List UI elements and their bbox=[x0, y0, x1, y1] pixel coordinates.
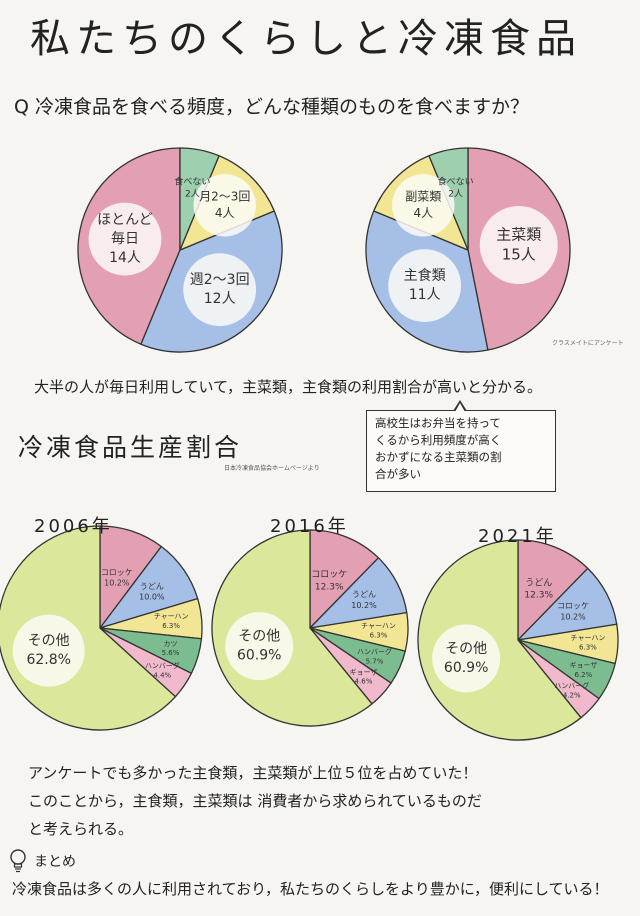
slice-label: 2人 bbox=[448, 189, 463, 200]
slice-label: 60.9% bbox=[444, 660, 488, 676]
slice-label: ハンバーグ bbox=[357, 647, 392, 656]
survey-question: Q 冷凍食品を食べる頻度，どんな種類のものを食べますか？ bbox=[14, 96, 529, 118]
slice-label: 食べない bbox=[174, 175, 210, 187]
slice-label: その他 bbox=[28, 633, 70, 649]
slice-label: 12.3% bbox=[524, 591, 553, 601]
slice-label: うどん bbox=[352, 590, 376, 599]
label-disc bbox=[88, 202, 162, 276]
slice-label: ほとんど bbox=[97, 212, 153, 228]
slice-label: ギョーザ bbox=[350, 668, 378, 676]
year-label-2006: 2006年 bbox=[34, 516, 113, 537]
label-disc bbox=[432, 624, 501, 693]
bubble-line: くるから利用頻度が高く bbox=[375, 433, 502, 447]
label-disc bbox=[225, 612, 294, 681]
slice-label: その他 bbox=[238, 629, 280, 645]
slice-label: うどん bbox=[525, 577, 552, 588]
speech-bubble: 高校生はお弁当を持って くるから利用頻度が高く おかずになる主菜類の割 合が多い bbox=[366, 400, 556, 492]
summary-text: 冷凍食品は多くの人に利用されており，私たちのくらしをより豊かに，便利にしている！ bbox=[12, 880, 609, 898]
survey-finding: 大半の人が毎日利用していて，主菜類，主食類の利用割合が高いと分かる。 bbox=[34, 378, 543, 396]
slice-label: 5.6% bbox=[162, 649, 180, 657]
slice-label: 6.2% bbox=[575, 671, 593, 679]
slice-label: コロッケ bbox=[557, 602, 589, 611]
slice-label: 10.2% bbox=[104, 579, 130, 588]
slice-label: 10.0% bbox=[139, 593, 165, 602]
pie-slice bbox=[309, 529, 380, 629]
slice-label: 6.3% bbox=[370, 632, 388, 640]
slice-label: ハンバーグ bbox=[554, 681, 589, 690]
slice-label: 10.2% bbox=[560, 612, 586, 621]
slice-label: 主菜類 bbox=[496, 225, 541, 243]
conclusion-line: このことから，主食類，主菜類は 消費者から求められているものだ bbox=[28, 792, 482, 810]
slice-label: 4.4% bbox=[153, 671, 171, 679]
slice-label: 4人 bbox=[413, 206, 433, 220]
slice-label: 14人 bbox=[109, 250, 141, 266]
slice-label: 6.3% bbox=[579, 643, 597, 651]
slice-label: コロッケ bbox=[311, 569, 347, 580]
slice-label: コロッケ bbox=[101, 568, 133, 577]
label-disc bbox=[183, 253, 257, 327]
slice-label: 10.2% bbox=[351, 601, 377, 610]
slice-label: 副菜類 bbox=[405, 190, 441, 204]
slice-label: その他 bbox=[445, 641, 487, 657]
slice-label: 月2〜3回 bbox=[199, 190, 250, 204]
slice-label: 主食類 bbox=[404, 267, 446, 284]
summary-heading: まとめ bbox=[8, 848, 76, 874]
slice-label: 食べない bbox=[438, 175, 474, 187]
slice-label: 5.7% bbox=[366, 657, 384, 665]
conclusion-line: アンケートでも多かった主食類，主菜類が上位５位を占めていた！ bbox=[28, 764, 478, 782]
source-note: 日本冷凍食品協会ホームページより bbox=[224, 465, 320, 472]
slice-label: うどん bbox=[140, 582, 164, 591]
slice-label: 12.3% bbox=[315, 582, 344, 592]
label-disc bbox=[392, 174, 455, 237]
label-disc bbox=[12, 614, 85, 687]
slice-label: 週2〜3回 bbox=[190, 272, 250, 288]
slice-label: 毎日 bbox=[111, 231, 139, 247]
slice-label: 62.8% bbox=[26, 652, 70, 668]
lightbulb-icon bbox=[10, 849, 26, 873]
survey-note: クラスメイトにアンケート bbox=[552, 340, 624, 347]
page-title: 私たちのくらしと冷凍食品 bbox=[30, 16, 582, 62]
label-disc bbox=[193, 174, 256, 237]
label-disc bbox=[479, 206, 558, 285]
label-disc bbox=[388, 249, 462, 322]
slice-label: 15人 bbox=[502, 246, 536, 264]
slice-label: 12人 bbox=[204, 291, 236, 307]
year-label-2016: 2016年 bbox=[270, 516, 349, 537]
slice-label: 11人 bbox=[409, 287, 441, 303]
slice-label: チャーハン bbox=[361, 622, 396, 630]
production-title: 冷凍食品生産割合 bbox=[18, 433, 243, 462]
slice-label: ハンバーグ bbox=[145, 661, 180, 670]
conclusion-line: と考えられる。 bbox=[28, 820, 134, 838]
slice-label: 4.2% bbox=[563, 692, 581, 700]
slice-label: カツ bbox=[164, 640, 178, 648]
bubble-line: 高校生はお弁当を持って bbox=[375, 416, 501, 430]
slice-label: 6.3% bbox=[162, 622, 180, 630]
slice-label: 2人 bbox=[185, 189, 200, 200]
pie-slice bbox=[517, 539, 589, 641]
bubble-line: おかずになる主菜類の割 bbox=[375, 450, 502, 464]
slice-label: 60.9% bbox=[237, 648, 281, 664]
slice-label: チャーハン bbox=[571, 634, 606, 642]
summary-label: まとめ bbox=[34, 854, 76, 870]
year-label-2021: 2021年 bbox=[478, 526, 557, 547]
slice-label: ギョーザ bbox=[569, 661, 597, 669]
slice-label: 4人 bbox=[215, 206, 235, 220]
slice-label: 4.6% bbox=[355, 678, 373, 686]
bubble-line: 合が多い bbox=[375, 467, 421, 481]
slice-label: チャーハン bbox=[154, 613, 189, 621]
